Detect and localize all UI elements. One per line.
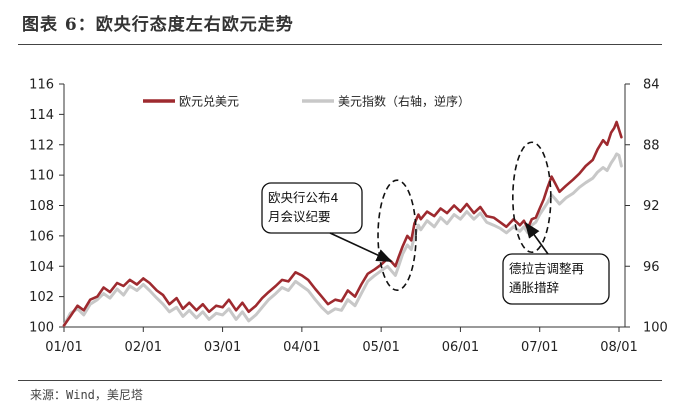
x-tick-label: 08/01	[600, 340, 637, 355]
y-right-tick-label: 92	[643, 199, 660, 214]
callout-box-ecb-minutes	[261, 182, 363, 234]
x-tick-label: 04/01	[283, 340, 320, 355]
legend-label-eurusd: 欧元兑美元	[179, 95, 239, 109]
highlight-ellipse-draghi	[512, 141, 552, 254]
x-tick-label: 03/01	[204, 340, 241, 355]
title-rule	[18, 44, 662, 45]
axes: 100 102 104 106 108 110 112 114 116 84 88 92 96 100 01…	[29, 78, 668, 356]
y-left-tick-label: 100	[29, 321, 54, 336]
callout-text-ecb-minutes: 欧央行公布4	[268, 190, 339, 205]
x-tick-label: 06/01	[442, 340, 479, 355]
source-note: 来源：Wind，美尼塔	[30, 388, 143, 402]
callout-box-draghi	[502, 253, 610, 305]
y-left-tick-label: 112	[29, 138, 54, 153]
y-right-tick-label: 96	[643, 260, 660, 275]
highlight-ellipses	[377, 141, 552, 292]
callout-text-ecb-minutes: 月会议纪要	[268, 209, 331, 224]
figure-title: 图表 6：欧央行态度左右欧元走势	[22, 15, 294, 35]
y-left-tick-label: 116	[29, 78, 54, 93]
source-rule	[18, 380, 662, 381]
highlight-ellipse-ecb-minutes	[377, 179, 417, 292]
legend: 欧元兑美元 美元指数（右轴，逆序）	[143, 94, 470, 109]
callout-text-draghi: 通胀措辞	[509, 280, 559, 295]
y-left-tick-label: 108	[29, 199, 54, 214]
callout-text-draghi: 德拉吉调整再	[509, 261, 585, 276]
y-right-tick-label: 100	[643, 321, 668, 336]
y-left-tick-label: 114	[29, 108, 54, 123]
series-line-usd-index	[62, 152, 623, 327]
x-tick-label: 05/01	[362, 340, 399, 355]
y-left-tick-label: 102	[29, 290, 54, 305]
y-right-tick-label: 88	[643, 138, 660, 153]
y-left-tick-label: 106	[29, 229, 54, 244]
callout-arrow-ecb-minutes	[329, 232, 393, 262]
x-tick-label: 01/01	[45, 340, 82, 355]
y-left-tick-label: 104	[29, 260, 54, 275]
y-right-tick-label: 84	[643, 78, 660, 93]
callout-arrow-draghi	[524, 221, 549, 255]
x-tick-label: 02/01	[125, 340, 162, 355]
x-tick-label: 07/01	[521, 340, 558, 355]
y-left-tick-label: 110	[29, 169, 54, 184]
legend-label-usd-index: 美元指数（右轴，逆序）	[338, 94, 470, 109]
